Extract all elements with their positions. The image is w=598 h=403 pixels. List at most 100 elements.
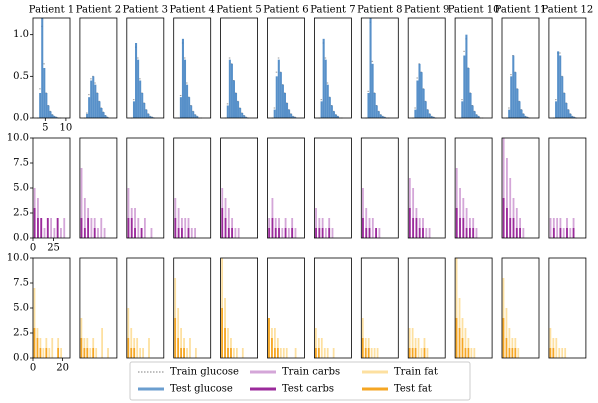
train-bar	[373, 348, 376, 358]
test-bar	[322, 38, 325, 119]
x-tick-label: 0	[30, 243, 36, 254]
test-bar	[330, 105, 333, 118]
test-bar	[149, 116, 152, 118]
test-bar	[411, 348, 414, 358]
test-bar	[469, 93, 472, 118]
test-bar	[41, 18, 44, 118]
legend-label: Train glucose	[170, 367, 239, 378]
test-bar	[56, 218, 59, 238]
test-bar	[88, 97, 91, 118]
test-bar	[221, 208, 224, 238]
y-tick-label: 7.5	[13, 278, 29, 289]
test-bar	[430, 116, 433, 118]
test-bar	[362, 218, 364, 238]
panel-title: Patient 11	[495, 5, 547, 16]
test-bar	[243, 115, 246, 118]
test-bar	[367, 93, 370, 118]
y-tick-label: 10.0	[7, 133, 29, 144]
test-bar	[145, 109, 148, 118]
train-bar	[48, 348, 51, 358]
train-bar	[189, 338, 191, 358]
test-bar	[274, 228, 277, 238]
panel-title: Patient 6	[263, 5, 308, 16]
test-bar	[414, 348, 417, 358]
train-bar	[411, 328, 414, 358]
train-bar	[143, 218, 146, 238]
panel-title: Patient 5	[216, 5, 261, 16]
test-bar	[33, 328, 36, 358]
test-bar	[459, 218, 461, 238]
panel-frame	[548, 17, 587, 119]
panel-frame	[220, 17, 259, 119]
y-tick-label: 5.0	[13, 303, 29, 314]
train-bar	[274, 328, 276, 358]
test-bar	[426, 109, 429, 118]
test-bar	[90, 80, 93, 118]
test-bar	[455, 208, 458, 238]
train-bar	[282, 348, 285, 358]
train-bar	[555, 338, 558, 358]
panel-frame	[313, 137, 352, 239]
test-bar	[418, 228, 421, 238]
test-bar	[522, 113, 525, 118]
test-bar	[186, 84, 189, 118]
test-bar	[465, 34, 468, 118]
train-bar	[148, 338, 150, 358]
train-bar	[186, 348, 188, 358]
train-bar	[569, 228, 572, 238]
test-bar	[505, 338, 508, 358]
panel-frame	[32, 17, 71, 119]
test-bar	[328, 97, 331, 118]
train-bar	[97, 228, 99, 238]
train-bar	[60, 228, 62, 238]
test-bar	[284, 228, 287, 238]
train-bar	[51, 338, 54, 358]
panel-frame	[79, 17, 118, 119]
test-bar	[137, 59, 140, 118]
test-bar	[555, 101, 558, 118]
train-bar	[33, 288, 36, 358]
train-bar	[420, 348, 423, 358]
x-tick-label: 25	[47, 243, 60, 254]
train-bar	[517, 348, 520, 358]
test-bar	[563, 93, 566, 118]
test-bar	[379, 114, 382, 118]
test-bar	[274, 348, 276, 358]
panel-frame	[267, 137, 305, 239]
test-bar	[465, 228, 468, 238]
y-tick-label: 0.0	[13, 113, 29, 124]
test-bar	[130, 218, 133, 238]
train-bar	[558, 348, 561, 358]
test-bar	[315, 228, 317, 238]
test-bar	[408, 348, 411, 358]
test-bar	[552, 228, 555, 238]
train-bar	[177, 208, 180, 238]
test-bar	[281, 84, 284, 118]
panel-frame	[313, 17, 352, 119]
test-bar	[241, 113, 244, 118]
train-bar	[294, 348, 297, 358]
train-bar	[194, 228, 196, 238]
panel-frame	[407, 257, 446, 359]
train-bar	[455, 168, 458, 238]
train-bar	[142, 348, 144, 358]
panel-frame	[126, 137, 165, 239]
test-bar	[133, 348, 136, 358]
test-bar	[526, 117, 529, 118]
test-bar	[151, 117, 154, 118]
test-bar	[549, 348, 552, 358]
test-bar	[361, 338, 364, 358]
test-bar	[371, 63, 374, 118]
test-bar	[46, 218, 49, 238]
test-bar	[51, 114, 54, 118]
panel-frame	[360, 137, 399, 239]
test-bar	[279, 72, 282, 118]
test-bar	[83, 348, 86, 358]
train-bar	[428, 228, 431, 238]
y-tick-label: 5.0	[13, 183, 29, 194]
train-bar	[325, 228, 327, 238]
test-bar	[326, 84, 329, 118]
test-bar	[180, 348, 182, 358]
train-bar	[95, 348, 98, 358]
train-bar	[235, 348, 238, 358]
